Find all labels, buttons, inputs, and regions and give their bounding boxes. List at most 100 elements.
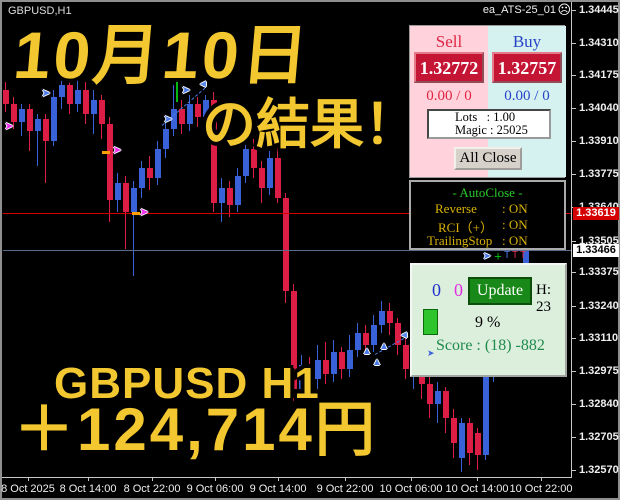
price-tick xyxy=(571,10,576,11)
price-tick xyxy=(571,75,576,76)
candle xyxy=(83,89,89,115)
buy-price-button[interactable]: 1.32757 xyxy=(492,52,562,83)
flag-marker: ◄ xyxy=(399,330,409,341)
price-tick xyxy=(571,174,576,175)
candle xyxy=(75,89,81,105)
time-axis-label: 8 Oct 14:00 xyxy=(59,483,117,495)
t-marker: T xyxy=(511,250,519,261)
time-tick xyxy=(477,477,478,481)
candle xyxy=(91,99,97,115)
candle xyxy=(67,84,73,105)
autoclose-item-trailingstop: TrailingStop xyxy=(427,233,493,248)
percent-label: 9 % xyxy=(475,314,501,331)
tp-dash xyxy=(102,151,110,154)
up-arrow: ▲ xyxy=(379,341,389,352)
candle xyxy=(403,344,409,370)
candle xyxy=(387,310,393,323)
candle xyxy=(467,423,473,453)
candle xyxy=(275,158,281,198)
autoclose-value-trailingstop: : ON xyxy=(502,233,528,248)
candle xyxy=(219,187,225,203)
green-vline xyxy=(176,74,178,102)
sell-signal-arrow: ➤ xyxy=(112,144,122,157)
price-axis-label: 1.32570 xyxy=(579,464,619,476)
up-arrow: ▲ xyxy=(372,357,382,368)
candle xyxy=(203,99,209,117)
candle xyxy=(235,175,241,206)
ea-smiley-icon[interactable]: ☹ xyxy=(557,2,571,17)
price-tick xyxy=(571,306,576,307)
candle xyxy=(11,104,17,122)
time-axis-label: 9 Oct 14:00 xyxy=(249,483,307,495)
candle xyxy=(435,391,441,404)
autoclose-value-reverse: : ON xyxy=(502,201,528,216)
candle xyxy=(331,352,337,375)
candle xyxy=(139,168,145,188)
price-axis-label: 1.33910 xyxy=(579,135,619,147)
buy-signal-arrow: ➤ xyxy=(482,251,492,262)
time-tick xyxy=(88,477,89,481)
price-tick xyxy=(571,43,576,44)
lots-line: Lots : 1.00 xyxy=(455,110,516,124)
autoclose-panel: - AutoClose - Reverse : ON RCI（+） : ON T… xyxy=(409,180,566,250)
candle xyxy=(211,99,217,203)
time-axis-label: 10 Oct 14:00 xyxy=(445,483,509,495)
score-label: Score : (18) -882 xyxy=(436,337,545,354)
symbol-period-label: GBPUSD,H1 xyxy=(8,5,72,17)
candle xyxy=(107,124,113,201)
magenta-count: 0 xyxy=(454,280,463,300)
time-axis-label: 9 Oct 22:00 xyxy=(316,483,374,495)
autoclose-item-reverse: Reverse xyxy=(435,201,477,216)
candle xyxy=(379,310,385,326)
autoclose-title: - AutoClose - xyxy=(452,185,523,200)
price-axis-label: 1.32840 xyxy=(579,398,619,410)
all-close-button[interactable]: All Close xyxy=(454,147,522,170)
candle xyxy=(483,371,489,456)
price-axis-label: 1.33775 xyxy=(579,168,619,180)
hline-price-tag: 1.33619 xyxy=(573,207,619,220)
candle xyxy=(251,148,257,169)
time-tick xyxy=(278,477,279,481)
candle xyxy=(187,104,193,125)
buy-stats: 0.00 / 0 xyxy=(504,88,550,104)
time-tick xyxy=(215,477,216,481)
price-tick xyxy=(571,470,576,471)
price-axis-label: 1.32705 xyxy=(579,431,619,443)
hour-label: H: 23 xyxy=(536,282,551,315)
plus-marker: + xyxy=(494,248,502,264)
t-marker: T xyxy=(503,250,511,261)
sell-header: Sell xyxy=(435,32,463,51)
candle xyxy=(347,349,353,370)
buy-signal-arrow: ➤ xyxy=(41,87,51,100)
sell-signal-arrow: ➤ xyxy=(139,206,149,219)
candle xyxy=(307,364,313,380)
candle xyxy=(283,197,289,291)
time-tick xyxy=(411,477,412,481)
price-axis-label: 1.33240 xyxy=(579,300,619,312)
candle xyxy=(395,322,401,345)
price-axis-label: 1.33110 xyxy=(579,332,619,344)
price-tick xyxy=(571,404,576,405)
candle xyxy=(131,187,137,213)
up-arrow: ▲ xyxy=(362,346,372,357)
candle xyxy=(475,433,481,456)
candle xyxy=(443,391,449,419)
blue-count: 0 xyxy=(432,280,441,300)
candle xyxy=(451,418,457,443)
time-tick xyxy=(152,477,153,481)
sell-price-button[interactable]: 1.32772 xyxy=(414,52,484,83)
autoclose-value-rci: : ON xyxy=(502,217,528,232)
price-axis-label: 1.32975 xyxy=(579,365,619,377)
overlay-result-text: の結果！ xyxy=(202,95,418,155)
horizontal-price-line[interactable] xyxy=(3,213,571,214)
price-tick xyxy=(571,272,576,273)
buy-header: Buy xyxy=(512,32,542,51)
candle xyxy=(123,182,129,213)
candle xyxy=(179,109,185,125)
candle xyxy=(171,109,177,129)
candle xyxy=(339,352,345,370)
update-button[interactable]: Update xyxy=(468,277,532,305)
candle xyxy=(19,109,25,122)
candle xyxy=(363,332,369,345)
